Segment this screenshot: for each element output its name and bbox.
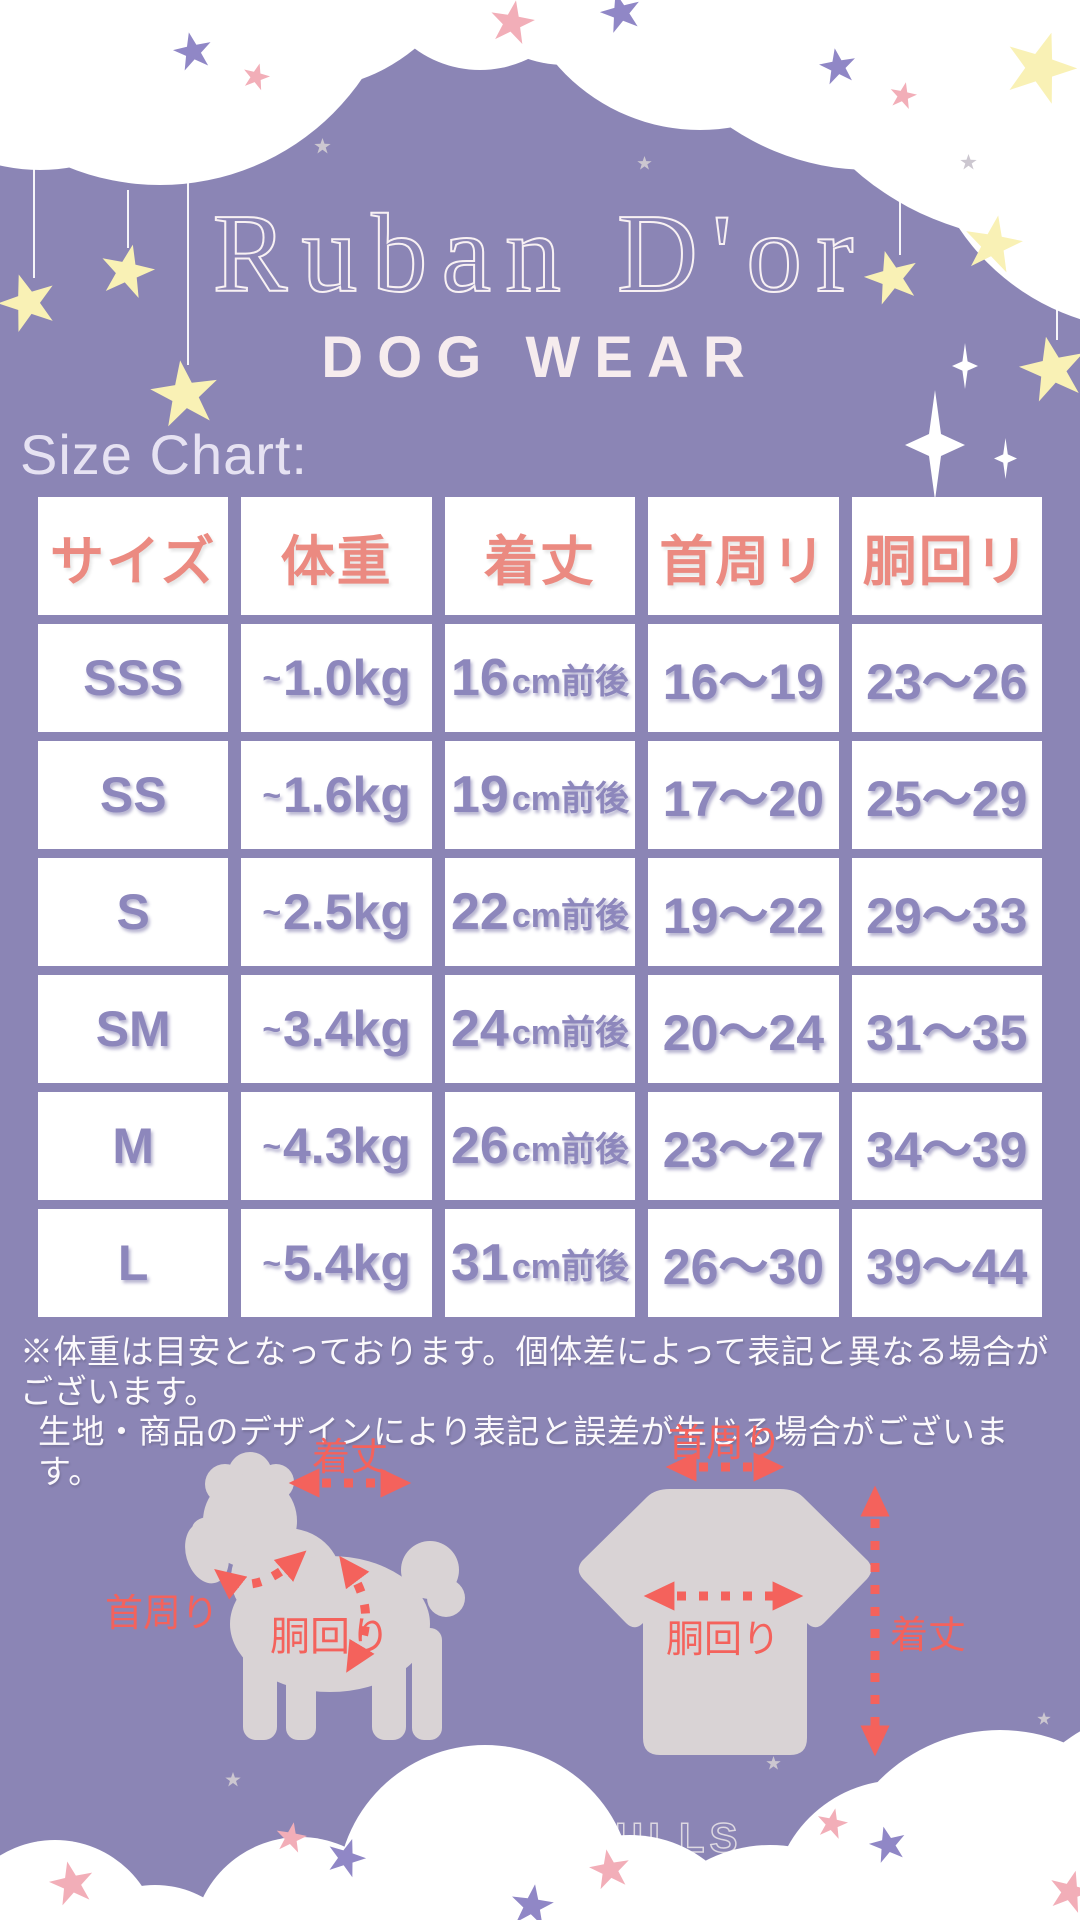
sparkle-icon (994, 438, 1017, 479)
weight-cell: ~1.0kg (241, 624, 432, 732)
length-suffix: cm前後 (511, 1130, 629, 1169)
length-cell: 16 cm前後 (444, 624, 636, 732)
size-cell: L (38, 1209, 229, 1317)
tilde: ~ (262, 1127, 281, 1164)
weight-cell: ~4.3kg (241, 1092, 432, 1200)
tilde: ~ (262, 1244, 281, 1281)
shirt-silhouette (578, 1489, 872, 1755)
string (1056, 65, 1058, 340)
string (992, 95, 994, 220)
size-cell: S (38, 858, 229, 966)
neck-cell: 23〜27 (648, 1092, 839, 1200)
star-icon (314, 138, 331, 154)
string (187, 130, 189, 365)
shirt-girth-label: 胴回り (665, 1619, 780, 1661)
length-value: 16 (451, 649, 509, 707)
length-cell: 26 cm前後 (444, 1092, 636, 1200)
string (127, 190, 129, 248)
star-icon (637, 156, 652, 170)
dog-girth-arrow (339, 1555, 375, 1673)
measurement-diagrams (185, 1452, 890, 1757)
dog-length-label: 着丈 (311, 1437, 388, 1479)
col-header-girth: 胴回リ (851, 497, 1042, 615)
weight-cell: ~5.4kg (241, 1209, 432, 1317)
sparkle-icon (905, 390, 965, 500)
col-header-size: サイズ (38, 497, 229, 615)
note-line-2: 生地・商品のデザインにより表記と誤差が生じる場合がございます。 (38, 1413, 1009, 1490)
string (899, 135, 901, 255)
weight-value: 1.0kg (283, 650, 411, 706)
length-cell: 19 cm前後 (444, 741, 636, 849)
brand-subtitle: DOG WEAR (321, 325, 759, 390)
weight-value: 2.5kg (283, 884, 411, 940)
tilde: ~ (262, 776, 281, 813)
length-value: 22 (451, 883, 509, 941)
girth-cell: 39〜44 (851, 1209, 1042, 1317)
length-value: 31 (451, 1234, 509, 1292)
length-value: 19 (451, 766, 509, 824)
size-chart-heading: Size Chart: (20, 423, 308, 486)
note-line-1: ※体重は目安となっております。個体差によって表記と異なる場合がございます。 (20, 1333, 1049, 1410)
shirt-length-label: 着丈 (890, 1615, 967, 1657)
weight-value: 3.4kg (283, 1001, 411, 1057)
disclaimer-notes: ※体重は目安となっております。個体差によって表記と異なる場合がございます。 生地… (20, 1332, 1070, 1492)
col-header-length: 着丈 (444, 497, 636, 615)
col-header-weight: 体重 (241, 497, 432, 615)
neck-cell: 16〜19 (648, 624, 839, 732)
length-suffix: cm前後 (511, 1013, 629, 1052)
tilde: ~ (262, 1010, 281, 1047)
tilde: ~ (262, 659, 281, 696)
dog-silhouette (185, 1452, 465, 1740)
size-cell: SM (38, 975, 229, 1083)
length-value: 26 (451, 1117, 509, 1175)
girth-cell: 29〜33 (851, 858, 1042, 966)
tilde: ~ (262, 893, 281, 930)
dog-neck-arrow (214, 1550, 307, 1600)
size-table: サイズ 体重 着丈 首周リ 胴回リ SSS ~1.0kg 16 cm前後 16〜1… (38, 497, 1042, 1317)
length-suffix: cm前後 (511, 779, 629, 818)
col-header-neck: 首周リ (648, 497, 839, 615)
neck-cell: 19〜22 (648, 858, 839, 966)
size-cell: SSS (38, 624, 229, 732)
weight-cell: ~1.6kg (241, 741, 432, 849)
girth-cell: 34〜39 (851, 1092, 1042, 1200)
length-suffix: cm前後 (511, 662, 629, 701)
girth-cell: 25〜29 (851, 741, 1042, 849)
size-cell: SS (38, 741, 229, 849)
shirt-neck-label: 首周り (667, 1423, 782, 1465)
weight-value: 5.4kg (283, 1235, 411, 1291)
string (33, 150, 35, 278)
length-cell: 22 cm前後 (444, 858, 636, 966)
neck-cell: 26〜30 (648, 1209, 839, 1317)
length-value: 24 (451, 1000, 509, 1058)
neck-cell: 20〜24 (648, 975, 839, 1083)
length-cell: 31 cm前後 (444, 1209, 636, 1317)
neck-cell: 17〜20 (648, 741, 839, 849)
dog-neck-label: 首周り (105, 1593, 220, 1635)
dog-girth-label: 胴回り (270, 1615, 390, 1659)
length-suffix: cm前後 (511, 1247, 629, 1286)
weight-cell: ~3.4kg (241, 975, 432, 1083)
weight-value: 1.6kg (283, 767, 411, 823)
girth-cell: 23〜26 (851, 624, 1042, 732)
brand-title: Ruban D'or (212, 192, 868, 316)
weight-cell: ~2.5kg (241, 858, 432, 966)
weight-value: 4.3kg (283, 1118, 411, 1174)
length-suffix: cm前後 (511, 896, 629, 935)
girth-cell: 31〜35 (851, 975, 1042, 1083)
size-cell: M (38, 1092, 229, 1200)
length-cell: 24 cm前後 (444, 975, 636, 1083)
